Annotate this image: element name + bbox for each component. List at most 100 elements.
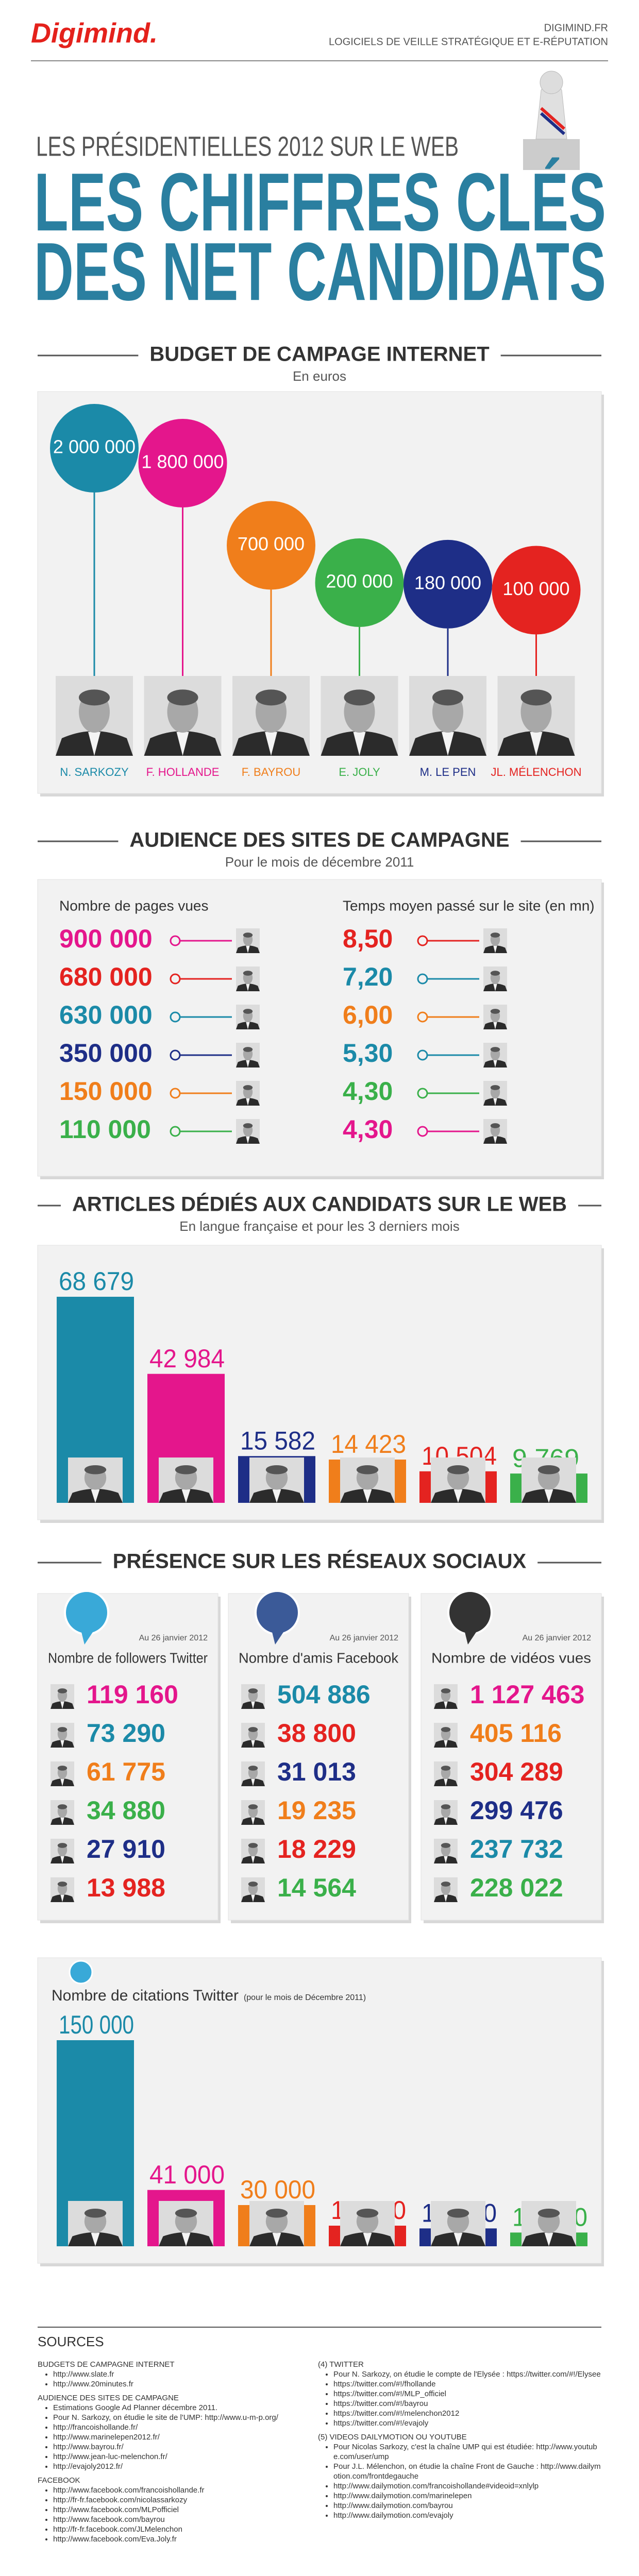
source-item: Pour N. Sarkozy, on étudie le compte de … <box>333 2369 601 2379</box>
photo-shirt <box>444 1856 448 1863</box>
source-item: http://www.bayrou.fr/ <box>53 2442 306 2452</box>
photo-shirt <box>544 2232 553 2246</box>
logo: Digimind. <box>31 18 158 48</box>
photo-hair <box>84 2208 107 2218</box>
candidate-photo <box>241 1761 265 1786</box>
tagline: LOGICIELS DE VEILLE STRATÉGIQUE ET E-RÉP… <box>329 36 608 47</box>
photo-hair <box>490 1047 500 1052</box>
social-heading: Nombre de vidéos vues <box>431 1650 591 1666</box>
audience-value: 110 000 <box>59 1115 151 1144</box>
photo-hair <box>520 689 552 706</box>
candidate-name: JL. MÉLENCHON <box>491 766 581 778</box>
candidate-name: F. HOLLANDE <box>146 766 220 778</box>
photo-shirt <box>493 945 497 953</box>
section-subtitle: En langue française et pour les 3 dernie… <box>179 1218 459 1234</box>
candidate-photo <box>236 928 260 953</box>
social-value: 237 732 <box>470 1835 563 1863</box>
social-heading: Nombre d'amis Facebook <box>239 1650 399 1666</box>
source-item: http://www.dailymotion.com/francoisholla… <box>333 2481 601 2491</box>
bar-label: 42 984 <box>149 1344 225 1373</box>
section-title: PRÉSENCE SUR LES RÉSEAUX SOCIAUX <box>113 1550 527 1573</box>
candidate-photo <box>236 967 260 991</box>
audience-value: 5,30 <box>343 1039 393 1067</box>
photo-shirt <box>60 1778 64 1786</box>
photo-hair <box>265 2208 288 2218</box>
candidate-photo <box>236 1043 260 1067</box>
photo-shirt <box>453 1489 463 1503</box>
source-item: http://www.facebook.com/bayrou <box>53 2515 306 2524</box>
title-line-2: DES NET CANDIDATS <box>34 225 606 317</box>
photo-hair <box>243 1047 253 1052</box>
candidate-photo <box>483 1081 507 1106</box>
candidate-photo <box>241 1800 265 1825</box>
network-icon <box>69 1960 93 1985</box>
social-value: 304 289 <box>470 1757 563 1786</box>
candidate-photo <box>159 2201 213 2246</box>
candidate-photo <box>434 1839 458 1863</box>
photo-shirt <box>444 1817 448 1825</box>
photo-hair <box>79 689 110 706</box>
bubble <box>492 546 581 635</box>
social-date: Au 26 janvier 2012 <box>330 1634 399 1642</box>
photo-shirt <box>176 732 189 756</box>
photo-hair <box>248 1688 258 1693</box>
photo-shirt <box>444 1894 448 1902</box>
photo-shirt <box>493 984 497 991</box>
photo-shirt <box>246 1136 250 1144</box>
candidate-photo <box>51 1839 74 1863</box>
sources-left: BUDGETS DE CAMPAGNE INTERNEThttp://www.s… <box>38 2355 306 2544</box>
photo-shirt <box>246 1022 250 1029</box>
panel <box>421 1593 602 1921</box>
candidate-photo <box>340 1458 395 1503</box>
section-subtitle: Pour le mois de décembre 2011 <box>225 854 414 870</box>
photo-shirt <box>251 1856 255 1863</box>
source-heading: (4) TWITTER <box>318 2360 364 2369</box>
panel <box>37 879 602 1177</box>
candidate-photo <box>51 1761 74 1786</box>
photo-hair <box>441 1727 451 1732</box>
source-item: https://twitter.com/#!/fhollande <box>333 2379 601 2389</box>
photo-hair <box>537 2208 560 2218</box>
photo-shirt <box>444 1701 448 1709</box>
bar-label: 68 679 <box>59 1267 134 1296</box>
candidate-photo <box>434 1761 458 1786</box>
bar-label: 14 423 <box>331 1430 406 1459</box>
bubble-label: 180 000 <box>414 572 481 593</box>
column-heading: Nombre de pages vues <box>59 897 209 913</box>
source-item: http://fr-fr.facebook.com/JLMelenchon <box>53 2524 306 2534</box>
network-icon <box>447 1590 493 1635</box>
photo-shirt <box>60 1701 64 1709</box>
photo-hair <box>57 1843 68 1848</box>
candidate-name: N. SARKOZY <box>60 766 129 778</box>
social-value: 504 886 <box>277 1680 371 1709</box>
network-icon <box>64 1590 109 1635</box>
candidate-photo <box>51 1877 74 1902</box>
photo-hair <box>243 1009 253 1014</box>
photo-shirt <box>91 1489 100 1503</box>
candidate-photo <box>522 2201 576 2246</box>
photo-shirt <box>493 1098 497 1106</box>
photo-hair <box>248 1882 258 1887</box>
candidate-photo <box>321 676 398 756</box>
photo-shirt <box>251 1778 255 1786</box>
candidate-photo <box>241 1684 265 1709</box>
photo-hair <box>248 1843 258 1848</box>
chart-title: Nombre de citations Twitter <box>52 1987 239 2004</box>
social-heading: Nombre de followers Twitter <box>48 1650 208 1666</box>
bubble-label: 700 000 <box>238 533 305 554</box>
photo-hair <box>256 689 287 706</box>
section-subtitle: En euros <box>293 368 346 384</box>
bubble-label: 2 000 000 <box>53 436 136 457</box>
bubble <box>403 539 492 629</box>
source-item: Pour N. Sarkozy, on étudie le site de l'… <box>53 2413 306 2422</box>
candidate-photo <box>241 1723 265 1748</box>
candidate-photo <box>340 2201 395 2246</box>
photo-shirt <box>251 1740 255 1748</box>
photo-shirt <box>265 732 277 756</box>
candidate-name: F. BAYROU <box>242 766 301 778</box>
candidate-photo <box>144 676 222 756</box>
social-date: Au 26 janvier 2012 <box>139 1634 208 1642</box>
candidate-photo <box>249 1458 304 1503</box>
photo-shirt <box>493 1022 497 1029</box>
